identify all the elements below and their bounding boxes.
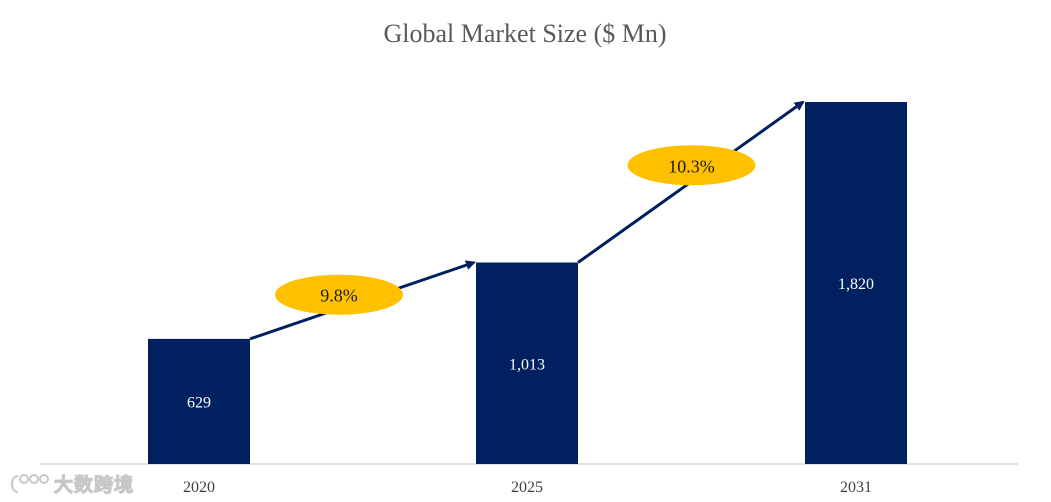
bar-2020: [148, 338, 250, 464]
cagr-label-2025-2031: 10.3%: [668, 156, 715, 176]
chart-title: Global Market Size ($ Mn): [383, 19, 666, 48]
data-label-2020: 629: [187, 394, 211, 411]
labels-layer: 629 2020 1,013 2025 1,820 2031: [183, 276, 874, 496]
data-label-2025: 1,013: [509, 356, 545, 373]
cagr-badge-2025-2031: [627, 145, 756, 186]
bars-layer: [148, 102, 907, 464]
data-label-2031: 1,820: [838, 276, 874, 293]
watermark-logo-icon: [11, 473, 49, 493]
x-tick-label-2025: 2025: [511, 479, 543, 496]
bar-2025: [476, 262, 578, 464]
bar-2031: [805, 102, 907, 464]
x-tick-label-2031: 2031: [840, 479, 872, 496]
cagr-label-2020-2025: 9.8%: [320, 286, 358, 306]
x-tick-label-2020: 2020: [183, 479, 215, 496]
cagr-badge-2020-2025: [275, 274, 403, 315]
watermark: 大数跨境: [6, 470, 134, 497]
growth-arrows-layer: 9.8% 10.3%: [249, 100, 805, 341]
watermark-text: 大数跨境: [53, 474, 135, 497]
